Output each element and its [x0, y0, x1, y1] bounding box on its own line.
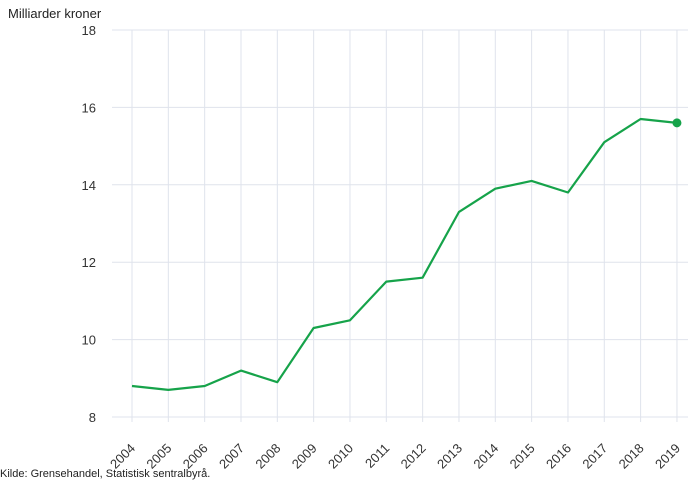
y-axis-label: Milliarder kroner [8, 6, 102, 21]
x-tick-label: 2012 [398, 441, 429, 472]
y-tick-label: 10 [82, 333, 96, 348]
x-tick-label: 2018 [616, 441, 647, 472]
x-tick-label: 2004 [107, 441, 138, 472]
source-note: Kilde: Grensehandel, Statistisk sentralb… [0, 468, 211, 480]
x-tick-label: 2008 [252, 441, 283, 472]
y-tick-label: 18 [82, 23, 96, 38]
y-axis: 8 10 12 14 16 18 [82, 23, 96, 425]
y-tick-label: 8 [89, 410, 96, 425]
grid [112, 29, 688, 422]
x-axis: 2004 2005 2006 2007 2008 2009 2010 2011 2012 2013… [107, 441, 683, 472]
x-tick-label: 2017 [579, 441, 610, 472]
x-tick-label: 2005 [143, 441, 174, 472]
y-tick-label: 16 [82, 100, 96, 115]
x-tick-label: 2010 [325, 441, 356, 472]
x-tick-label: 2014 [470, 441, 501, 472]
x-tick-label: 2009 [289, 441, 320, 472]
x-tick-label: 2019 [652, 441, 683, 472]
x-tick-label: 2006 [180, 441, 211, 472]
series-line [131, 117, 678, 391]
x-tick-label: 2007 [216, 441, 247, 472]
series-end-point [672, 118, 682, 128]
x-tick-label: 2011 [362, 441, 392, 471]
x-tick-label: 2013 [434, 441, 465, 472]
y-tick-label: 12 [82, 255, 96, 270]
x-tick-label: 2016 [543, 441, 574, 472]
series [131, 117, 682, 391]
y-tick-label: 14 [82, 178, 96, 193]
x-tick-label: 2015 [507, 441, 538, 472]
